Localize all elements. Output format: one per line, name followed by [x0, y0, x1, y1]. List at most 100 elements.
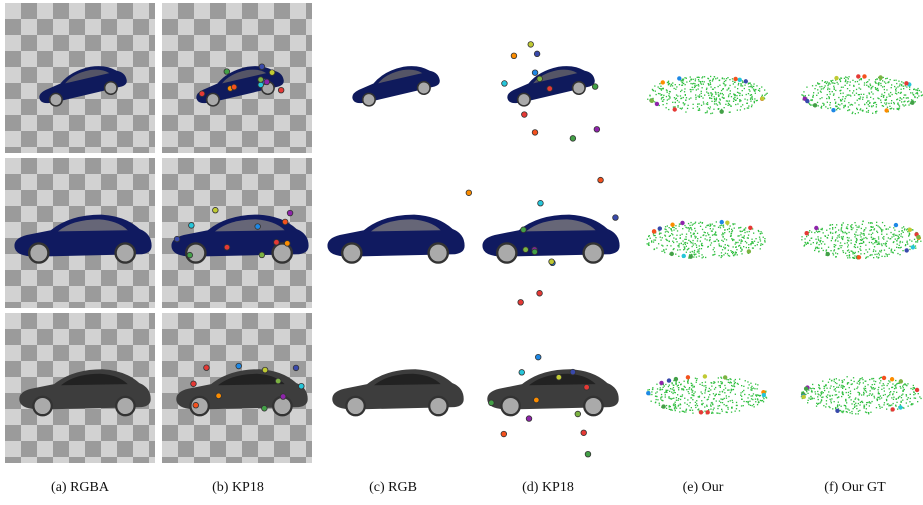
cloud-point	[918, 393, 919, 394]
cloud-point	[883, 95, 884, 96]
cloud-point	[718, 86, 719, 87]
cloud-point	[822, 80, 823, 81]
cloud-point	[748, 107, 749, 108]
cloud-point	[718, 102, 719, 103]
cloud-point	[827, 102, 828, 103]
cloud-point	[720, 385, 721, 386]
cloud-point	[713, 408, 714, 409]
cloud-point	[834, 244, 835, 245]
cloud-point	[878, 253, 879, 254]
cloud-point	[690, 410, 691, 411]
cloud-point	[819, 244, 820, 245]
cloud-point	[805, 95, 806, 96]
cloud-point	[697, 251, 698, 252]
cloud-point	[831, 402, 832, 403]
cloud-point	[713, 225, 714, 226]
cloud-point	[846, 77, 847, 78]
cloud-point	[687, 381, 688, 382]
keypoint	[489, 400, 495, 406]
cloud-point	[886, 97, 887, 98]
cloud-point	[699, 256, 700, 257]
cloud-point	[731, 389, 732, 390]
cloud-point	[892, 94, 893, 95]
cloud-point	[751, 106, 752, 107]
cloud-point	[691, 79, 692, 80]
cloud-point	[915, 393, 916, 394]
cloud-point	[810, 396, 811, 397]
cloud-point	[862, 97, 863, 98]
cloud-point	[677, 394, 678, 395]
keypoint	[231, 84, 237, 90]
cloud-point	[665, 384, 666, 385]
cloud-point	[868, 104, 869, 105]
cloud-point	[725, 80, 726, 81]
cloud-point	[820, 98, 821, 99]
cloud-point	[914, 387, 915, 388]
keypoint	[187, 252, 193, 258]
cloud-point	[651, 401, 652, 402]
keypoint	[878, 75, 882, 79]
cloud-point	[663, 387, 664, 388]
cloud-point	[894, 230, 895, 231]
cloud-point	[712, 412, 713, 413]
cloud-point	[744, 99, 745, 100]
keypoint	[911, 245, 915, 249]
cloud-point	[673, 403, 674, 404]
cloud-point	[704, 76, 705, 77]
cloud-point	[861, 78, 862, 79]
cloud-point	[860, 253, 861, 254]
cloud-point	[744, 394, 745, 395]
cloud-point	[760, 240, 761, 241]
cloud-point	[712, 235, 713, 236]
cloud-point	[724, 392, 725, 393]
cloud-point	[914, 397, 915, 398]
cloud-point	[888, 228, 889, 229]
cloud-point	[860, 250, 861, 251]
cloud-point	[864, 229, 865, 230]
cloud-point	[852, 413, 853, 414]
cloud-point	[754, 102, 755, 103]
cloud-point	[762, 95, 763, 96]
cloud-point	[821, 107, 822, 108]
cloud-point	[873, 378, 874, 379]
cloud-point	[895, 235, 896, 236]
cloud-point	[891, 236, 892, 237]
cloud-point	[718, 405, 719, 406]
cloud-point	[895, 405, 896, 406]
cloud-point	[854, 406, 855, 407]
cloud-point	[858, 251, 859, 252]
cloud-point	[838, 248, 839, 249]
cloud-point	[865, 245, 866, 246]
cloud-point	[698, 84, 699, 85]
cloud-point	[661, 90, 662, 91]
cloud-point	[835, 90, 836, 91]
cloud-point	[659, 405, 660, 406]
cloud-point	[818, 92, 819, 93]
cloud-point	[817, 391, 818, 392]
cloud-point	[654, 249, 655, 250]
cloud-point	[898, 92, 899, 93]
cloud-point	[707, 232, 708, 233]
cloud-point	[726, 78, 727, 79]
cloud-point	[814, 88, 815, 89]
cloud-point	[867, 101, 868, 102]
cloud-point	[698, 110, 699, 111]
cloud-point	[851, 227, 852, 228]
cloud-point	[876, 242, 877, 243]
cloud-point	[838, 107, 839, 108]
cloud-point	[855, 413, 856, 414]
cloud-point	[685, 84, 686, 85]
cloud-point	[699, 97, 700, 98]
cloud-point	[667, 390, 668, 391]
cloud-point	[647, 99, 648, 100]
cloud-point	[672, 393, 673, 394]
cloud-point	[751, 241, 752, 242]
keypoint	[699, 410, 703, 414]
cloud-point	[710, 244, 711, 245]
cloud-point	[890, 232, 891, 233]
cloud-point	[676, 383, 677, 384]
cloud-point	[840, 93, 841, 94]
cloud-point	[882, 80, 883, 81]
cloud-point	[750, 84, 751, 85]
cloud-point	[731, 252, 732, 253]
